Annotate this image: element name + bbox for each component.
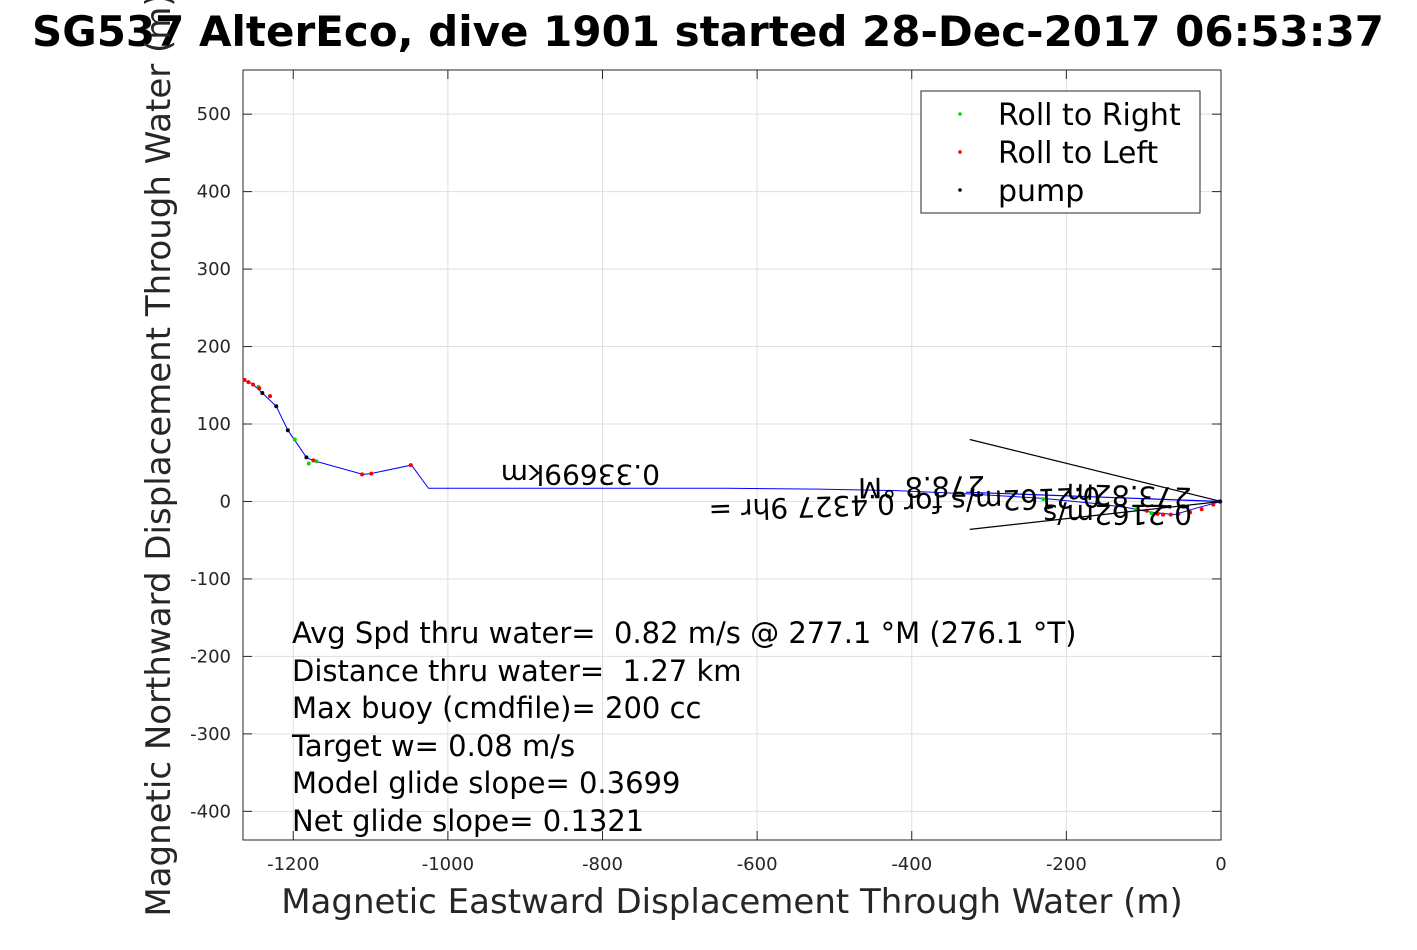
- x-tick-label: -400: [891, 854, 932, 875]
- roll-left-point: [251, 382, 256, 387]
- pump-point: [304, 455, 309, 460]
- x-axis-label: Magnetic Eastward Displacement Through W…: [281, 882, 1183, 922]
- roll-left-point: [311, 458, 316, 463]
- rotated-label-distance: 0.33699km: [501, 458, 660, 491]
- stat-target-w: Target w= 0.08 m/s: [291, 729, 575, 763]
- pump-point: [260, 391, 265, 396]
- plot-area-frame: [242, 69, 1222, 841]
- current-vector-line: [965, 491, 1222, 503]
- roll-left-point: [1199, 507, 1204, 512]
- x-tick-label: -1200: [267, 854, 319, 875]
- current-labels: 0.33699km 278.8 °M 0.2162m/s for 0.4327 …: [501, 458, 1193, 531]
- legend-marker-roll-right: [958, 112, 962, 116]
- y-tick-label: -300: [190, 724, 231, 745]
- y-tick-label: -400: [190, 801, 231, 822]
- grid-lines: [243, 70, 1222, 840]
- pump-point: [285, 428, 290, 433]
- rotated-label-speed: 0.2162m/s: [1043, 498, 1192, 531]
- legend-marker-pump: [958, 188, 962, 192]
- roll-left-point: [268, 394, 273, 399]
- y-tick-label: -200: [190, 646, 231, 667]
- y-tick-label: 100: [197, 414, 231, 435]
- x-tick-label: -600: [737, 854, 778, 875]
- legend-marker-roll-left: [958, 150, 962, 154]
- legend: Roll to Right Roll to Left pump: [920, 90, 1201, 214]
- roll-right-point: [292, 437, 297, 442]
- roll-left-point: [369, 471, 374, 476]
- y-axis-label: Magnetic Northward Displacement Through …: [139, 0, 179, 917]
- legend-label-pump: pump: [998, 174, 1084, 209]
- x-tick-label: -1000: [422, 854, 474, 875]
- x-tick-label: 0: [1215, 854, 1226, 875]
- roll-left-point: [360, 472, 365, 477]
- roll-right-point: [306, 461, 311, 466]
- y-tick-label: 500: [197, 104, 231, 125]
- rotated-label-distance-m: 273.82m: [1066, 477, 1192, 514]
- y-tick-label: 300: [197, 259, 231, 280]
- y-tick-label: -100: [190, 569, 231, 590]
- y-tick-label: 400: [197, 182, 231, 203]
- stat-model-glide: Model glide slope= 0.3699: [292, 766, 680, 800]
- stat-avg-speed: Avg Spd thru water= 0.82 m/s @ 277.1 °M …: [292, 616, 1076, 650]
- legend-label-roll-left: Roll to Left: [998, 136, 1158, 171]
- roll-left-point: [1155, 511, 1160, 516]
- roll-left-point: [1211, 502, 1216, 507]
- stat-net-glide: Net glide slope= 0.1321: [292, 804, 644, 838]
- roll-left-point: [1176, 511, 1181, 516]
- roll-left-point: [408, 463, 413, 468]
- roll-right-point: [1149, 511, 1154, 516]
- pump-point: [274, 404, 279, 409]
- y-tick-label: 0: [220, 491, 231, 512]
- roll-left-point: [1168, 512, 1173, 517]
- roll-left-point: [1161, 512, 1166, 517]
- stat-max-buoy: Max buoy (cmdfile)= 200 cc: [292, 691, 701, 725]
- y-tick-label: 200: [197, 337, 231, 358]
- axis-ticks: -1200 -1000 -800 -600 -400 -200 05004003002001…: [190, 70, 1227, 875]
- legend-label-roll-right: Roll to Right: [998, 98, 1181, 133]
- roll-left-point: [257, 386, 262, 391]
- stat-distance: Distance thru water= 1.27 km: [292, 654, 742, 688]
- roll-left-point: [1188, 510, 1193, 515]
- current-triangle-line: [969, 500, 1222, 530]
- roll-left-point: [242, 377, 247, 382]
- rotated-label-heading: 278.8 °M: [858, 469, 986, 504]
- legend-box: [920, 90, 1201, 214]
- annotations: [965, 438, 1222, 530]
- roll-right-point: [314, 459, 319, 464]
- current-triangle-line: [969, 438, 1222, 503]
- x-tick-label: -200: [1046, 854, 1087, 875]
- roll-left-point: [246, 380, 251, 385]
- roll-right-point: [1041, 497, 1046, 502]
- chart-title: SG537 AlterEco, dive 1901 started 28-Dec…: [32, 7, 1384, 56]
- x-tick-label: -800: [582, 854, 623, 875]
- stats-annotation: Avg Spd thru water= 0.82 m/s @ 277.1 °M …: [291, 616, 1076, 838]
